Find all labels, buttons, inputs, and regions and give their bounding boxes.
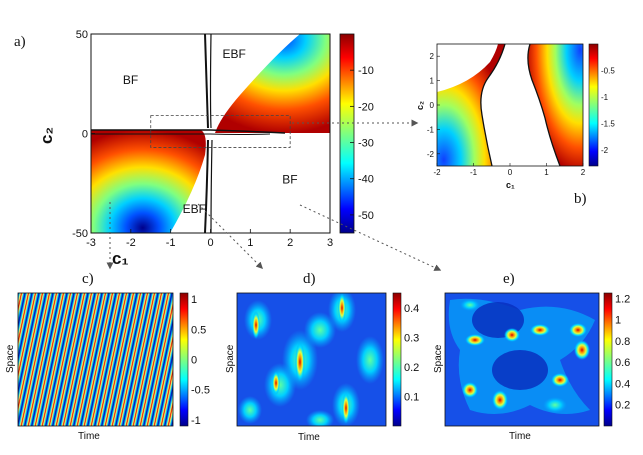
panel-a-ytick-label: 50 [76, 29, 88, 41]
panel-a-ylabel: c₂ [37, 127, 56, 144]
panel-b-colorbar-tick-label: -0.5 [601, 67, 615, 76]
panel-b-xtick-label: -2 [433, 168, 441, 177]
panel-e-colorbar-tick-label: 0.2 [615, 400, 630, 412]
panel-c-colorbar-tick-label: -0.5 [191, 385, 210, 397]
panel-a-region-label: BF [123, 73, 138, 87]
panel-b-label: b) [574, 191, 587, 207]
panel-c-xlabel: Time [78, 431, 100, 442]
panel-a-xtick-label: -2 [126, 237, 136, 249]
panel-a-colorbar-tick-label: -30 [358, 138, 374, 150]
panel-a-region-label: EBF [183, 202, 206, 216]
panel-a-axes: -3 -2 -1 0 1 2 3 50 0 -50 [72, 29, 333, 249]
panel-b-colorbar-tick-label: -2 [601, 146, 609, 155]
panel-b-colorbar [588, 43, 599, 167]
panel-e-colorbar-ticks: 1.2 1 0.8 0.6 0.4 0.2 [615, 293, 630, 411]
arrow-to-panel-d [197, 203, 263, 269]
panel-b-colorbar-tick-label: -1 [601, 93, 609, 102]
panel-e-heatmap [445, 293, 599, 426]
panel-e-colorbar-tick-label: 1.2 [615, 293, 630, 305]
panel-c-colorbar [179, 292, 189, 427]
panel-b-colorbar-tick-label: -1.5 [601, 120, 615, 129]
panel-d-colorbar-tick-label: 0.3 [404, 332, 419, 344]
panel-b-ytick-label: 1 [430, 77, 435, 86]
panel-e-colorbar-tick-label: 1 [615, 315, 621, 327]
panel-d-colorbar-tick-label: 0.4 [404, 303, 419, 315]
panel-a-colorbar [339, 33, 355, 234]
panel-d-xlabel: Time [298, 432, 320, 443]
panel-a-label: a) [14, 34, 26, 50]
panel-a-ytick-label: 0 [82, 129, 88, 141]
panel-a-xtick-label: -3 [86, 237, 96, 249]
panel-c-ylabel: Space [5, 344, 16, 373]
panel-a-ytick-label: -50 [72, 228, 88, 240]
panel-a-xtick-label: 2 [287, 237, 293, 249]
panel-c-colorbar-tick-label: -1 [191, 415, 201, 427]
panel-a-xtick-label: 3 [327, 237, 333, 249]
panel-b-colorbar-ticks: -0.5 -1 -1.5 -2 [601, 67, 615, 156]
panel-e: e) Time Space 1.2 1 0.8 0.6 0.4 0.2 [433, 271, 630, 442]
panel-a-colorbar-tick-label: -20 [358, 101, 374, 113]
panel-a-region-label: EBF [222, 47, 245, 61]
panel-e-frame [444, 292, 600, 427]
panel-a-heatmap [91, 34, 330, 233]
panel-b-heatmap [437, 44, 583, 166]
panel-d-frame [236, 292, 387, 427]
panel-d-colorbar-tick-label: 0.1 [404, 391, 419, 403]
panel-d-heatmap [237, 293, 386, 426]
panel-b-ytick-label: -2 [427, 150, 435, 159]
panel-c-colorbar-tick-label: 0 [191, 355, 197, 367]
panel-a-colorbar-tick-label: -50 [358, 210, 374, 222]
panel-c-colorbar-tick-label: 0.5 [191, 324, 206, 336]
panel-c-frame [17, 292, 174, 427]
panel-c-colorbar-ticks: 1 0.5 0 -0.5 -1 [191, 294, 210, 427]
panel-a-xtick-label: -1 [166, 237, 176, 249]
panel-d-ylabel: Space [225, 344, 236, 373]
panel-e-colorbar [603, 292, 613, 427]
panel-e-colorbar-tick-label: 0.6 [615, 357, 630, 369]
panel-c: c) Time Space 1 0.5 0 -0.5 -1 [5, 271, 210, 442]
panel-a-colorbar-tick-label: -10 [358, 65, 374, 77]
panel-a-xlabel: c₁ [112, 249, 129, 268]
panel-a-region-label: BF [282, 172, 297, 186]
panel-d-colorbar-tick-label: 0.2 [404, 362, 419, 374]
panel-b: -2 -1 0 1 2 2 1 0 -1 -2 c₁ c₂ -0.5 -1 -1.5 -2 b) [415, 43, 615, 207]
panel-e-ylabel: Space [433, 344, 444, 373]
panel-b-xtick-label: 2 [581, 168, 586, 177]
panel-e-xlabel: Time [509, 431, 531, 442]
panel-b-ytick-label: -1 [427, 125, 435, 134]
panel-a-colorbar-ticks: -10 -20 -30 -40 -50 [350, 65, 374, 222]
panel-e-label: e) [503, 271, 515, 287]
panel-b-xtick-label: 1 [544, 168, 549, 177]
panel-b-ytick-label: 0 [430, 101, 435, 110]
connector-arrows [106, 119, 442, 271]
panel-c-heatmap [18, 293, 173, 426]
panel-a-zoom-box [150, 115, 291, 148]
panel-b-xlabel: c₁ [506, 180, 515, 190]
panel-e-colorbar-tick-label: 0.8 [615, 336, 630, 348]
panel-b-xtick-label: 0 [508, 168, 513, 177]
panel-a-region-labels: BF EBF EBF BF [123, 47, 298, 216]
panel-c-colorbar-tick-label: 1 [191, 294, 197, 306]
panel-a-xtick-label: 0 [207, 237, 213, 249]
panel-c-label: c) [82, 271, 94, 287]
panel-b-axes: -2 -1 0 1 2 2 1 0 -1 -2 [427, 52, 586, 177]
panel-d-label: d) [303, 271, 316, 287]
panel-d: d) Time Space 0.4 0.3 0.2 0.1 [225, 271, 419, 443]
panel-b-ylabel: c₂ [415, 101, 425, 110]
panel-e-colorbar-tick-label: 0.4 [615, 378, 630, 390]
panel-a-colorbar-tick-label: -40 [358, 174, 374, 186]
panel-d-colorbar [392, 292, 402, 427]
panel-b-ytick-label: 2 [430, 52, 435, 61]
panel-a-xtick-label: 1 [247, 237, 253, 249]
panel-b-xtick-label: -1 [470, 168, 478, 177]
panel-d-colorbar-ticks: 0.4 0.3 0.2 0.1 [404, 303, 419, 404]
arrow-to-panel-e [299, 204, 442, 271]
